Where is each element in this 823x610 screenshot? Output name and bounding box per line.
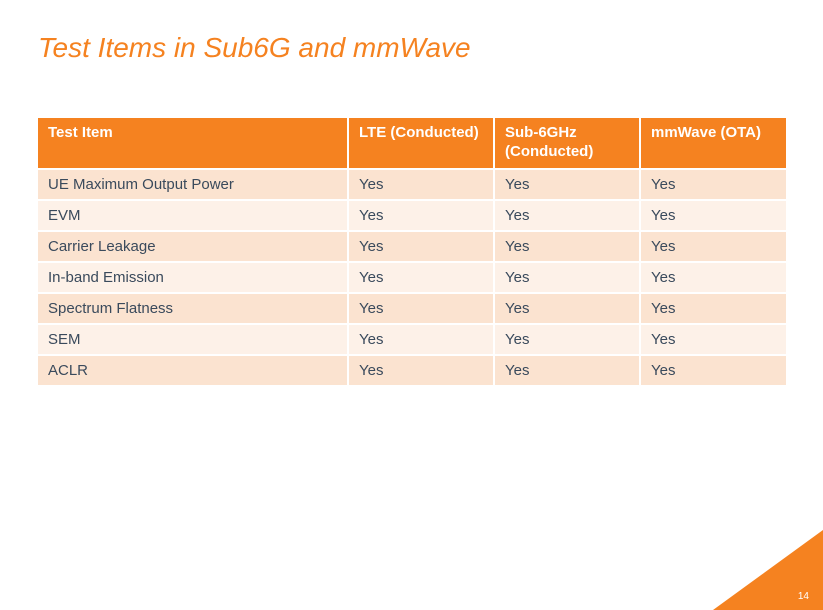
cell-test-item: EVM	[38, 200, 348, 231]
table-row: Carrier Leakage Yes Yes Yes	[38, 231, 786, 262]
page-number: 14	[798, 591, 809, 602]
cell-test-item: Carrier Leakage	[38, 231, 348, 262]
table-row: ACLR Yes Yes Yes	[38, 355, 786, 385]
cell-test-item: ACLR	[38, 355, 348, 385]
cell-sub6: Yes	[494, 231, 640, 262]
table-row: Spectrum Flatness Yes Yes Yes	[38, 293, 786, 324]
cell-lte: Yes	[348, 293, 494, 324]
cell-sub6: Yes	[494, 355, 640, 385]
test-items-table: Test Item LTE (Conducted) Sub-6GHz (Cond…	[38, 118, 786, 385]
col-header-lte: LTE (Conducted)	[348, 118, 494, 169]
cell-mmwave: Yes	[640, 262, 786, 293]
table-row: SEM Yes Yes Yes	[38, 324, 786, 355]
cell-sub6: Yes	[494, 324, 640, 355]
table-header-row: Test Item LTE (Conducted) Sub-6GHz (Cond…	[38, 118, 786, 169]
cell-sub6: Yes	[494, 169, 640, 200]
col-header-mmwave: mmWave (OTA)	[640, 118, 786, 169]
cell-lte: Yes	[348, 324, 494, 355]
col-header-test-item: Test Item	[38, 118, 348, 169]
cell-lte: Yes	[348, 355, 494, 385]
cell-mmwave: Yes	[640, 231, 786, 262]
col-header-sub6: Sub-6GHz (Conducted)	[494, 118, 640, 169]
cell-test-item: In-band Emission	[38, 262, 348, 293]
table-row: In-band Emission Yes Yes Yes	[38, 262, 786, 293]
cell-sub6: Yes	[494, 200, 640, 231]
table-row: UE Maximum Output Power Yes Yes Yes	[38, 169, 786, 200]
cell-mmwave: Yes	[640, 324, 786, 355]
cell-mmwave: Yes	[640, 169, 786, 200]
cell-lte: Yes	[348, 200, 494, 231]
cell-mmwave: Yes	[640, 200, 786, 231]
cell-mmwave: Yes	[640, 293, 786, 324]
cell-mmwave: Yes	[640, 355, 786, 385]
table-row: EVM Yes Yes Yes	[38, 200, 786, 231]
cell-test-item: SEM	[38, 324, 348, 355]
cell-lte: Yes	[348, 169, 494, 200]
cell-lte: Yes	[348, 262, 494, 293]
cell-test-item: UE Maximum Output Power	[38, 169, 348, 200]
slide-title: Test Items in Sub6G and mmWave	[38, 32, 471, 64]
cell-lte: Yes	[348, 231, 494, 262]
cell-test-item: Spectrum Flatness	[38, 293, 348, 324]
cell-sub6: Yes	[494, 262, 640, 293]
cell-sub6: Yes	[494, 293, 640, 324]
